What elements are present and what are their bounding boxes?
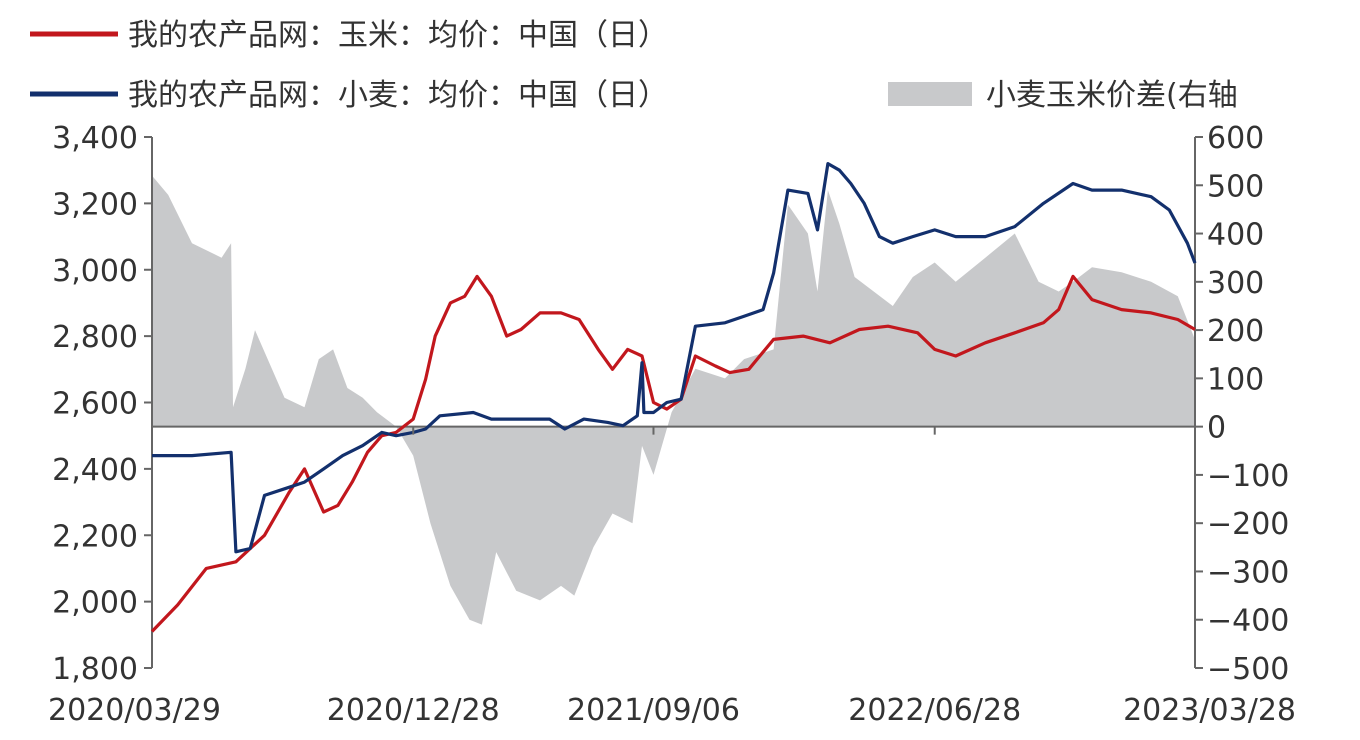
left-tick-label: 2,800 <box>52 320 138 355</box>
legend-swatch-spread <box>888 82 972 106</box>
left-axis-tick-labels: 1,800 2,000 2,200 2,400 2,600 2,800 3,000 3,200… <box>52 121 152 687</box>
legend-item-spread: 小麦玉米价差(右轴 <box>888 78 1238 113</box>
legend-label-corn: 我的农产品网：玉米：均价：中国（日） <box>128 18 668 53</box>
x-tick-label: 2022/06/28 <box>848 693 1021 728</box>
x-tick-label: 2020/12/28 <box>327 693 500 728</box>
wheat-price-line <box>152 162 1197 554</box>
right-tick-label: 600 <box>1207 121 1264 156</box>
legend-item-corn: 我的农产品网：玉米：均价：中国（日） <box>30 18 668 53</box>
x-tick-label: 2023/03/28 <box>1123 693 1296 728</box>
right-tick-label: −500 <box>1207 652 1289 687</box>
right-tick-label: 400 <box>1207 218 1264 253</box>
right-tick-label: 200 <box>1207 314 1264 349</box>
right-tick-label: 500 <box>1207 169 1264 204</box>
legend: 我的农产品网：玉米：均价：中国（日） 我的农产品网：小麦：均价：中国（日） 小麦… <box>30 18 1238 113</box>
left-tick-label: 2,200 <box>52 519 138 554</box>
left-tick-label: 2,000 <box>52 586 138 621</box>
left-tick-label: 3,400 <box>52 121 138 156</box>
x-tick-label: 2021/09/06 <box>567 693 740 728</box>
legend-label-spread: 小麦玉米价差(右轴 <box>986 78 1238 113</box>
right-tick-label: −200 <box>1207 507 1289 542</box>
right-tick-label: 100 <box>1207 362 1264 397</box>
spread-area-layer <box>152 175 1195 625</box>
left-tick-label: 1,800 <box>52 652 138 687</box>
right-tick-label: −100 <box>1207 459 1289 494</box>
legend-item-wheat: 我的农产品网：小麦：均价：中国（日） <box>30 78 668 113</box>
series-lines <box>150 162 1197 633</box>
corn-price-line <box>150 274 1196 633</box>
spread-area <box>152 175 1195 625</box>
right-axis-tick-labels: −500 −400 −300 −200 −100 0 100 200 300 400 500 600 <box>1195 121 1289 687</box>
left-tick-label: 3,000 <box>52 254 138 289</box>
right-tick-label: −400 <box>1207 604 1289 639</box>
left-tick-label: 2,600 <box>52 387 138 422</box>
right-tick-label: 0 <box>1207 411 1226 446</box>
left-tick-label: 3,200 <box>52 187 138 222</box>
x-axis-tick-labels: 2020/03/29 2020/12/28 2021/09/06 2022/06/28… <box>48 426 1296 728</box>
left-tick-label: 2,400 <box>52 453 138 488</box>
x-tick-label: 2020/03/29 <box>48 693 221 728</box>
legend-label-wheat: 我的农产品网：小麦：均价：中国（日） <box>128 78 668 113</box>
right-tick-label: −300 <box>1207 555 1289 590</box>
right-tick-label: 300 <box>1207 266 1264 301</box>
